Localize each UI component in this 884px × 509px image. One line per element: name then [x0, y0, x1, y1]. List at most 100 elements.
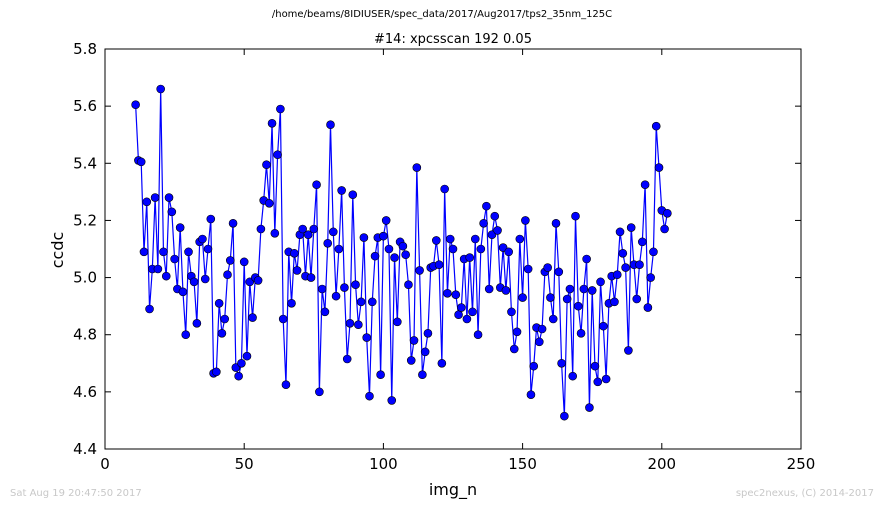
data-point [585, 403, 594, 412]
data-point [512, 327, 522, 337]
data-point [479, 218, 488, 228]
data-point [571, 211, 580, 221]
data-point [638, 237, 647, 247]
data-point [387, 396, 397, 405]
data-point [437, 358, 447, 368]
data-point [504, 247, 513, 257]
data-point [334, 244, 344, 254]
data-point [384, 244, 394, 254]
data-point [490, 211, 500, 221]
plot-frame [104, 48, 802, 450]
data-point [596, 277, 605, 287]
data-point [404, 280, 413, 290]
data-point [651, 121, 661, 131]
data-point [175, 223, 185, 232]
data-point [454, 310, 463, 320]
data-point [273, 150, 282, 160]
data-point [546, 293, 555, 302]
data-point [590, 361, 600, 371]
data-point [624, 346, 633, 355]
footer-credit: spec2nexus, (C) 2014-2017 [735, 488, 874, 499]
data-point [470, 234, 480, 244]
x-tick-label: 100 [369, 455, 398, 473]
data-point [303, 230, 313, 240]
y-tick-label: 4.8 [73, 326, 97, 344]
x-tick-label: 150 [508, 455, 537, 473]
data-point [214, 298, 224, 308]
data-point [501, 286, 511, 295]
footer-timestamp: Sat Aug 19 20:47:50 2017 [10, 488, 142, 499]
data-point [145, 304, 154, 314]
data-point [167, 207, 177, 217]
data-point [267, 118, 277, 128]
data-point [150, 193, 160, 202]
x-tick-label: 250 [787, 455, 816, 473]
data-point [156, 84, 165, 94]
data-point [159, 247, 168, 257]
data-point [568, 371, 578, 381]
data-point [401, 250, 410, 260]
data-point [359, 233, 369, 242]
data-point [381, 216, 391, 225]
data-point [239, 257, 249, 267]
data-point [351, 280, 360, 290]
data-point [599, 321, 608, 331]
data-point [139, 247, 149, 257]
y-tick-label: 5.4 [73, 154, 97, 172]
data-point [406, 356, 416, 365]
x-tick-label: 200 [647, 455, 676, 473]
data-point [635, 260, 644, 270]
data-point [161, 271, 171, 281]
data-point [342, 354, 352, 364]
data-point [646, 273, 655, 282]
data-point [237, 358, 246, 368]
y-tick-label: 5.0 [73, 269, 97, 287]
data-point [393, 317, 402, 327]
data-point [278, 314, 288, 324]
data-point [164, 193, 174, 202]
data-point [654, 163, 664, 172]
data-point [365, 391, 374, 401]
data-point [484, 284, 494, 294]
data-point [153, 264, 163, 274]
data-point [451, 290, 461, 300]
data-point [262, 160, 271, 170]
data-point [320, 307, 330, 317]
data-point [649, 247, 658, 257]
chart-title: #14: xpcsscan 192 0.05 [374, 32, 532, 47]
data-point [557, 358, 566, 368]
y-tick-label: 5.2 [73, 211, 97, 229]
data-point [543, 263, 552, 272]
data-point [142, 197, 152, 207]
data-point [362, 333, 372, 342]
data-point [509, 344, 519, 354]
data-point [412, 163, 422, 172]
data-point [632, 294, 642, 304]
data-point [398, 241, 408, 251]
data-point [420, 347, 430, 357]
data-point [136, 157, 146, 167]
data-point [457, 303, 466, 312]
data-point [601, 374, 611, 384]
data-point [523, 264, 533, 274]
data-point [582, 254, 591, 264]
data-point [189, 277, 199, 287]
data-point [298, 224, 307, 234]
data-point [418, 370, 427, 380]
data-point [290, 248, 299, 258]
data-point [468, 307, 477, 317]
data-point [276, 104, 285, 114]
data-point [376, 370, 385, 380]
data-point [587, 286, 597, 295]
data-point [367, 297, 377, 307]
y-tick-label: 4.4 [73, 440, 97, 458]
data-point [660, 224, 669, 234]
data-point [256, 224, 266, 234]
data-point [579, 284, 589, 294]
data-point [379, 231, 388, 241]
data-point [317, 284, 327, 294]
data-point [445, 234, 455, 244]
data-point [306, 273, 316, 282]
data-point [431, 236, 441, 245]
data-point [354, 320, 363, 330]
